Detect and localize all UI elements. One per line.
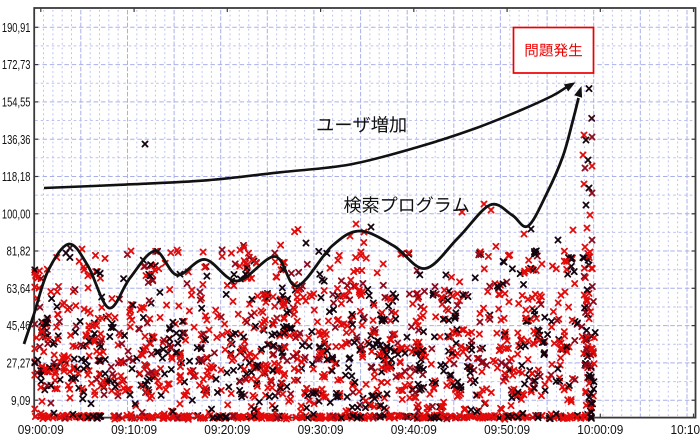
svg-text:9,09: 9,09: [11, 393, 31, 408]
svg-text:09:10:09: 09:10:09: [111, 422, 157, 437]
svg-text:118,18: 118,18: [2, 169, 31, 184]
svg-text:27,27: 27,27: [7, 356, 31, 371]
svg-text:09:30:09: 09:30:09: [298, 422, 344, 437]
svg-text:09:50:09: 09:50:09: [484, 422, 530, 437]
svg-text:63,64: 63,64: [7, 281, 31, 296]
svg-text:09:20:09: 09:20:09: [204, 422, 250, 437]
svg-text:09:00:09: 09:00:09: [18, 422, 64, 437]
svg-text:81,82: 81,82: [7, 244, 31, 259]
svg-text:190,91: 190,91: [2, 20, 31, 35]
svg-text:10:10:09: 10:10:09: [671, 422, 700, 437]
svg-text:172,73: 172,73: [2, 57, 31, 72]
svg-text:154,55: 154,55: [2, 95, 31, 110]
svg-text:09:40:09: 09:40:09: [391, 422, 437, 437]
svg-text:100,00: 100,00: [2, 206, 31, 221]
svg-text:136,36: 136,36: [2, 132, 31, 147]
svg-text:10:00:09: 10:00:09: [577, 422, 623, 437]
